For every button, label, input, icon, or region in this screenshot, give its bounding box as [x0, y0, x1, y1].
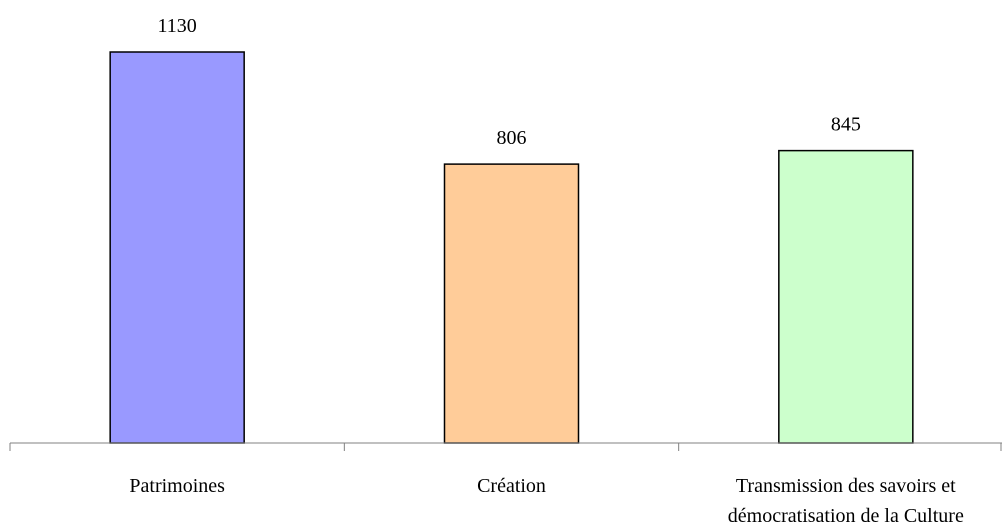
bar-1	[109, 51, 245, 444]
labels-layer: 1130 Patrimoines 806 Création 845 Transmissio…	[129, 15, 964, 527]
bar-2	[443, 163, 580, 444]
data-label: 845	[831, 114, 861, 136]
category-label: Création	[477, 475, 546, 497]
category-label: démocratisation de la Culture	[728, 505, 964, 527]
x-axis	[9, 442, 1002, 451]
category-label: Transmission des savoirs et	[736, 475, 956, 497]
category-label: Patrimoines	[129, 475, 225, 497]
data-label: 1130	[158, 15, 197, 37]
bar-3	[778, 149, 914, 444]
bars-layer	[109, 51, 914, 444]
data-label: 806	[497, 127, 527, 149]
